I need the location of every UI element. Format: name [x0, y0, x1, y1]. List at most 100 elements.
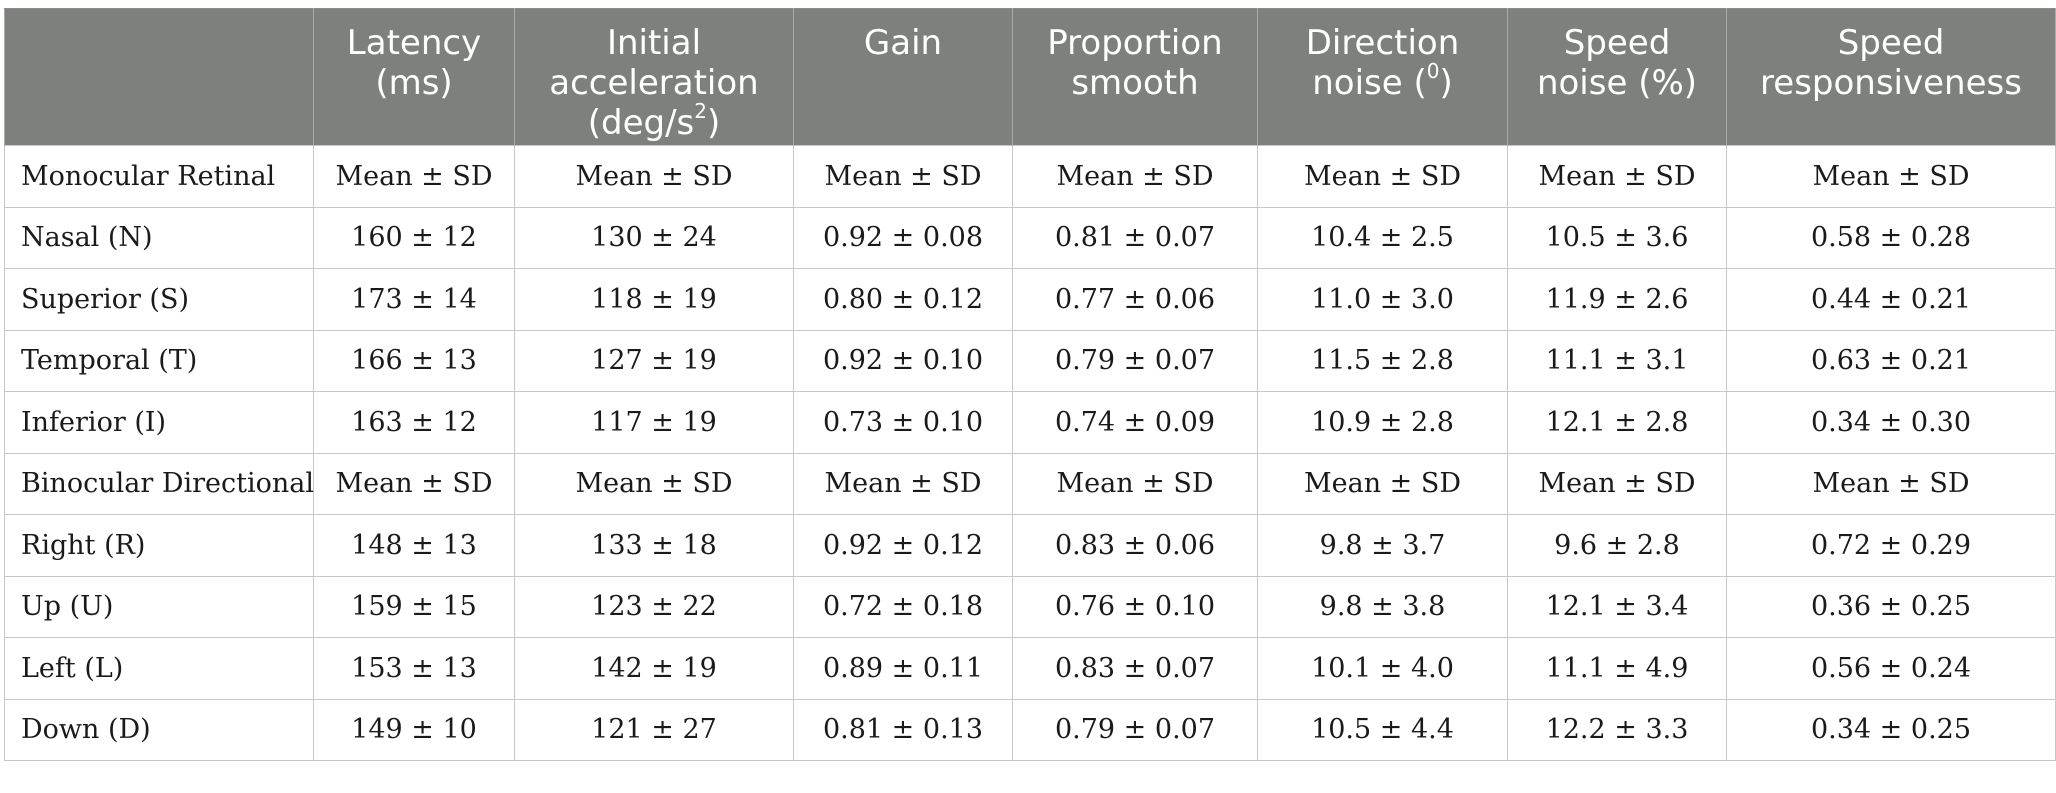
table-cell: 121 ± 27	[514, 698, 794, 761]
header-initial-acceleration-close-paren: )	[706, 103, 721, 143]
table-row: Monocular Retinal Mean ± SD Mean ± SD Mean …	[4, 145, 2056, 208]
table-cell: Mean ± SD	[313, 452, 515, 515]
header-initial-acceleration-line-3: (deg/s2)	[521, 101, 787, 143]
row-label: Binocular Directional	[4, 452, 314, 515]
table-cell: 163 ± 12	[313, 391, 515, 454]
table-cell: 173 ± 14	[313, 268, 515, 331]
header-direction-noise-unit-open: noise (	[1312, 63, 1427, 103]
table-cell: Mean ± SD	[793, 452, 1013, 515]
table-cell: 118 ± 19	[514, 268, 794, 331]
table-cell: 12.2 ± 3.3	[1507, 698, 1727, 761]
row-label: Right (R)	[4, 514, 314, 577]
table-cell: 159 ± 15	[313, 575, 515, 638]
table-cell: Mean ± SD	[1726, 452, 2056, 515]
row-label: Nasal (N)	[4, 206, 314, 269]
table-cell: 0.81 ± 0.07	[1012, 206, 1258, 269]
table-row: Left (L) 153 ± 13 142 ± 19 0.89 ± 0.11 0.83 …	[4, 637, 2056, 700]
header-speed-noise-line-1: Speed	[1563, 23, 1671, 63]
table-cell: 0.83 ± 0.07	[1012, 637, 1258, 700]
table-cell: 0.89 ± 0.11	[793, 637, 1013, 700]
table-cell: Mean ± SD	[1257, 452, 1508, 515]
table-body: Monocular Retinal Mean ± SD Mean ± SD Mean …	[4, 145, 2056, 761]
table-cell: 166 ± 13	[313, 329, 515, 392]
header-speed-responsiveness: Speed responsiveness	[1726, 8, 2056, 146]
table-cell: 160 ± 12	[313, 206, 515, 269]
table-cell: 0.79 ± 0.07	[1012, 329, 1258, 392]
results-table: Latency (ms) Initial acceleration (deg/s…	[4, 8, 2056, 761]
table-cell: Mean ± SD	[514, 452, 794, 515]
table-cell: 149 ± 10	[313, 698, 515, 761]
table-row: Down (D) 149 ± 10 121 ± 27 0.81 ± 0.13 0.79 …	[4, 698, 2056, 761]
table-cell: 0.56 ± 0.24	[1726, 637, 2056, 700]
table-cell: 123 ± 22	[514, 575, 794, 638]
table-cell: 12.1 ± 2.8	[1507, 391, 1727, 454]
table-cell: 0.44 ± 0.21	[1726, 268, 2056, 331]
table-cell: 10.1 ± 4.0	[1257, 637, 1508, 700]
table-cell: 11.1 ± 3.1	[1507, 329, 1727, 392]
table-cell: 0.58 ± 0.28	[1726, 206, 2056, 269]
header-initial-acceleration-unit: (deg/s	[587, 103, 695, 143]
header-initial-acceleration-superscript: 2	[694, 98, 707, 123]
table-cell: 0.80 ± 0.12	[793, 268, 1013, 331]
header-initial-acceleration-line-2: acceleration	[549, 63, 759, 103]
header-speed-responsiveness-line-2: responsiveness	[1760, 63, 2022, 103]
table-cell: 0.83 ± 0.06	[1012, 514, 1258, 577]
table-cell: 0.72 ± 0.29	[1726, 514, 2056, 577]
table-cell: Mean ± SD	[1012, 145, 1258, 208]
header-gain-line-1: Gain	[863, 23, 943, 63]
table-cell: 0.74 ± 0.09	[1012, 391, 1258, 454]
row-label: Up (U)	[4, 575, 314, 638]
table-cell: 153 ± 13	[313, 637, 515, 700]
header-latency: Latency (ms)	[313, 8, 515, 146]
table-cell: 148 ± 13	[313, 514, 515, 577]
table-cell: 0.73 ± 0.10	[793, 391, 1013, 454]
results-table-container: Latency (ms) Initial acceleration (deg/s…	[4, 8, 2056, 761]
table-cell: 11.5 ± 2.8	[1257, 329, 1508, 392]
header-initial-acceleration-line-1: Initial	[606, 23, 702, 63]
table-row: Temporal (T) 166 ± 13 127 ± 19 0.92 ± 0.10 0…	[4, 329, 2056, 392]
header-speed-noise: Speed noise (%)	[1507, 8, 1727, 146]
table-cell: 130 ± 24	[514, 206, 794, 269]
table-cell: 0.34 ± 0.25	[1726, 698, 2056, 761]
table-cell: 9.8 ± 3.8	[1257, 575, 1508, 638]
header-row: Latency (ms) Initial acceleration (deg/s…	[4, 8, 2056, 146]
table-cell: Mean ± SD	[1507, 145, 1727, 208]
table-cell: 0.72 ± 0.18	[793, 575, 1013, 638]
table-row: Nasal (N) 160 ± 12 130 ± 24 0.92 ± 0.08 0.81…	[4, 206, 2056, 269]
table-cell: 0.92 ± 0.08	[793, 206, 1013, 269]
table-cell: Mean ± SD	[514, 145, 794, 208]
row-label: Left (L)	[4, 637, 314, 700]
header-empty-corner	[4, 8, 314, 146]
header-latency-line-1: Latency	[346, 23, 482, 63]
table-cell: 11.9 ± 2.6	[1507, 268, 1727, 331]
table-cell: 117 ± 19	[514, 391, 794, 454]
table-row: Up (U) 159 ± 15 123 ± 22 0.72 ± 0.18 0.76 ± …	[4, 575, 2056, 638]
table-row: Inferior (I) 163 ± 12 117 ± 19 0.73 ± 0.10 0…	[4, 391, 2056, 454]
table-cell: 0.34 ± 0.30	[1726, 391, 2056, 454]
header-initial-acceleration: Initial acceleration (deg/s2)	[514, 8, 794, 146]
table-cell: 0.76 ± 0.10	[1012, 575, 1258, 638]
header-proportion-smooth-line-1: Proportion	[1047, 23, 1223, 63]
table-cell: 12.1 ± 3.4	[1507, 575, 1727, 638]
row-label: Inferior (I)	[4, 391, 314, 454]
header-direction-noise-superscript: 0	[1426, 58, 1440, 83]
table-cell: 10.4 ± 2.5	[1257, 206, 1508, 269]
table-cell: 11.0 ± 3.0	[1257, 268, 1508, 331]
table-cell: 9.6 ± 2.8	[1507, 514, 1727, 577]
row-label: Superior (S)	[4, 268, 314, 331]
table-cell: Mean ± SD	[793, 145, 1013, 208]
table-cell: 0.92 ± 0.12	[793, 514, 1013, 577]
table-header: Latency (ms) Initial acceleration (deg/s…	[4, 8, 2056, 146]
table-cell: 0.63 ± 0.21	[1726, 329, 2056, 392]
header-proportion-smooth-line-2: smooth	[1071, 63, 1199, 103]
row-label: Down (D)	[4, 698, 314, 761]
table-cell: 142 ± 19	[514, 637, 794, 700]
table-cell: Mean ± SD	[1507, 452, 1727, 515]
table-cell: 0.79 ± 0.07	[1012, 698, 1258, 761]
table-cell: 10.5 ± 3.6	[1507, 206, 1727, 269]
header-speed-noise-line-2: noise (%)	[1536, 63, 1698, 103]
table-cell: 0.77 ± 0.06	[1012, 268, 1258, 331]
header-gain: Gain	[793, 8, 1013, 146]
table-row: Binocular Directional Mean ± SD Mean ± SD M…	[4, 452, 2056, 515]
table-cell: 11.1 ± 4.9	[1507, 637, 1727, 700]
